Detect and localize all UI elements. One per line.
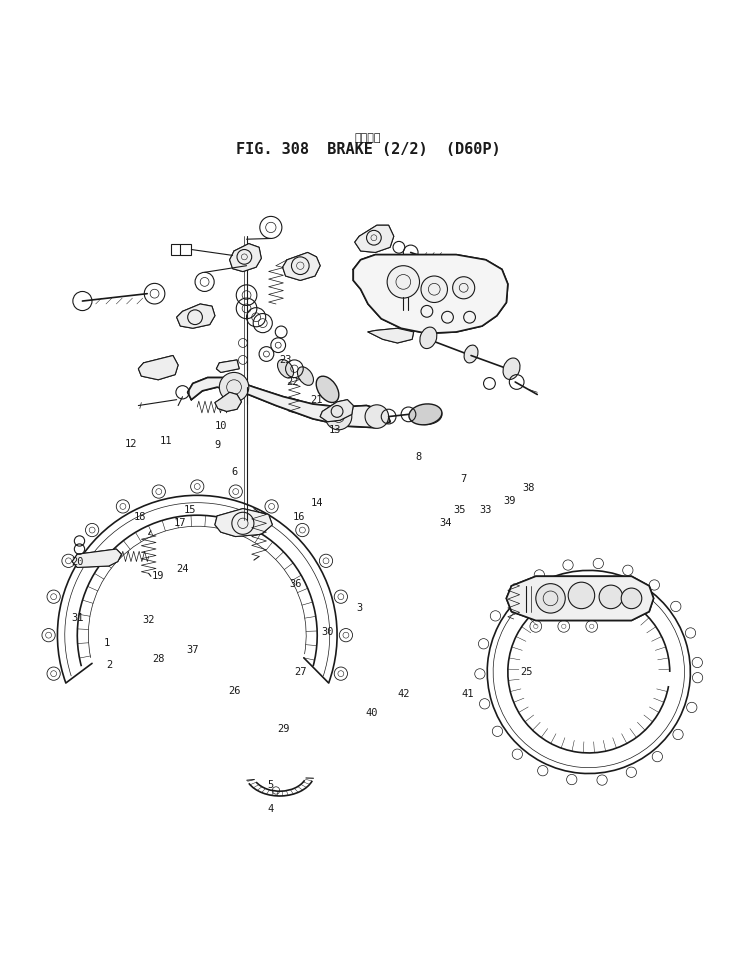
Text: 15: 15 (184, 505, 196, 515)
Polygon shape (177, 304, 215, 328)
Text: 6: 6 (231, 467, 237, 477)
Polygon shape (506, 576, 654, 621)
Text: 12: 12 (125, 439, 137, 449)
Ellipse shape (277, 359, 294, 378)
Text: 28: 28 (152, 655, 164, 665)
Circle shape (453, 276, 475, 299)
Circle shape (387, 266, 420, 298)
Polygon shape (320, 400, 353, 421)
Text: 39: 39 (503, 496, 515, 506)
Polygon shape (230, 243, 261, 271)
Text: 40: 40 (366, 708, 378, 718)
Circle shape (365, 405, 389, 428)
Text: 17: 17 (174, 519, 186, 528)
Text: 42: 42 (397, 689, 409, 699)
Text: 13: 13 (329, 425, 341, 435)
Text: 19: 19 (152, 571, 164, 581)
Text: 22: 22 (287, 377, 299, 387)
Circle shape (421, 276, 447, 303)
Text: 35: 35 (454, 505, 466, 515)
Text: 29: 29 (277, 724, 289, 735)
Text: 23: 23 (280, 355, 291, 365)
Circle shape (536, 584, 565, 613)
Text: 14: 14 (311, 498, 322, 508)
Circle shape (621, 588, 642, 609)
Circle shape (568, 582, 595, 609)
Text: 36: 36 (290, 579, 302, 589)
Ellipse shape (297, 367, 314, 385)
Text: 30: 30 (322, 628, 333, 637)
Bar (171, 244, 191, 255)
Ellipse shape (316, 377, 339, 403)
Ellipse shape (409, 404, 442, 425)
Text: 38: 38 (523, 483, 534, 493)
Ellipse shape (503, 358, 520, 379)
Text: 5: 5 (268, 779, 274, 789)
Text: 16: 16 (293, 513, 305, 523)
Text: 3: 3 (356, 603, 362, 613)
Text: 9: 9 (214, 440, 220, 450)
Polygon shape (215, 392, 241, 412)
Text: 25: 25 (520, 667, 532, 677)
Ellipse shape (420, 327, 437, 348)
Text: 37: 37 (187, 645, 199, 655)
Text: 24: 24 (177, 564, 188, 574)
Polygon shape (215, 509, 272, 536)
Text: 8: 8 (415, 452, 421, 462)
Circle shape (219, 373, 249, 402)
Text: 7: 7 (461, 474, 467, 485)
Text: 2: 2 (106, 660, 112, 669)
Text: 31: 31 (71, 613, 83, 623)
Polygon shape (138, 355, 178, 379)
Text: FIG. 308  BRAKE (2/2)  (D60P): FIG. 308 BRAKE (2/2) (D60P) (236, 142, 500, 157)
Polygon shape (216, 360, 239, 373)
Text: 11: 11 (160, 436, 171, 446)
Text: 26: 26 (228, 686, 240, 696)
Text: 10: 10 (215, 421, 227, 431)
Text: 21: 21 (311, 395, 322, 405)
Circle shape (599, 585, 623, 609)
Text: 20: 20 (71, 557, 83, 566)
Text: 41: 41 (461, 689, 473, 699)
Ellipse shape (464, 345, 478, 363)
Text: 32: 32 (143, 616, 155, 626)
Polygon shape (283, 252, 320, 280)
Polygon shape (368, 328, 414, 342)
Polygon shape (355, 225, 394, 252)
Polygon shape (188, 378, 390, 427)
Polygon shape (72, 549, 121, 567)
Circle shape (325, 404, 352, 430)
Text: 4: 4 (268, 804, 274, 813)
Text: 18: 18 (134, 513, 146, 523)
Text: 34: 34 (439, 519, 451, 528)
Polygon shape (353, 255, 508, 334)
Text: 27: 27 (294, 667, 306, 677)
Text: 33: 33 (480, 505, 492, 515)
Text: 1: 1 (104, 637, 110, 648)
Text: ブレーキ: ブレーキ (355, 133, 381, 143)
